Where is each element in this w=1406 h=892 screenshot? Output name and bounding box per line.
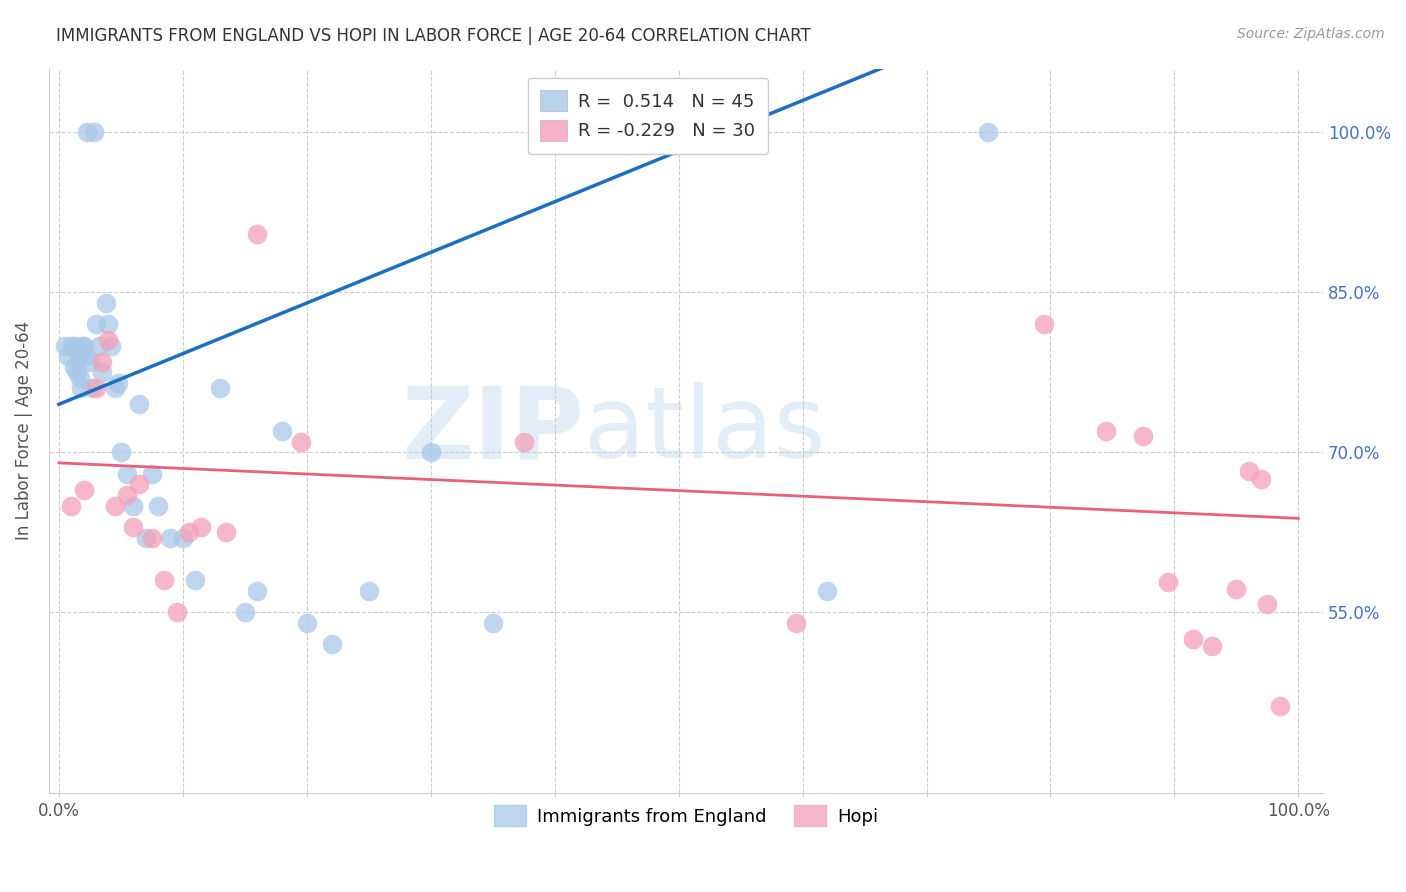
Point bbox=[1132, 429, 1154, 443]
Point bbox=[104, 381, 127, 395]
Point bbox=[91, 354, 114, 368]
Point bbox=[172, 531, 194, 545]
Point bbox=[53, 339, 76, 353]
Point bbox=[128, 477, 150, 491]
Point bbox=[153, 573, 176, 587]
Point bbox=[146, 499, 169, 513]
Point bbox=[177, 525, 200, 540]
Point bbox=[73, 339, 96, 353]
Point bbox=[62, 359, 84, 374]
Point bbox=[1250, 472, 1272, 486]
Point bbox=[69, 370, 91, 384]
Point bbox=[184, 573, 207, 587]
Point bbox=[321, 637, 343, 651]
Point bbox=[84, 381, 107, 395]
Text: ZIP: ZIP bbox=[401, 383, 583, 479]
Point bbox=[785, 615, 807, 630]
Point bbox=[208, 381, 231, 395]
Point bbox=[97, 334, 120, 348]
Point bbox=[72, 339, 94, 353]
Point bbox=[246, 227, 269, 241]
Point bbox=[67, 349, 90, 363]
Point bbox=[815, 583, 838, 598]
Point bbox=[271, 424, 294, 438]
Point bbox=[76, 126, 98, 140]
Point bbox=[215, 525, 238, 540]
Point bbox=[166, 605, 188, 619]
Point bbox=[70, 381, 93, 395]
Point bbox=[295, 615, 318, 630]
Point bbox=[122, 499, 145, 513]
Point bbox=[66, 365, 89, 379]
Point bbox=[75, 349, 97, 363]
Point bbox=[97, 318, 120, 332]
Point bbox=[79, 354, 101, 368]
Point bbox=[60, 499, 83, 513]
Point bbox=[1033, 318, 1056, 332]
Point bbox=[1157, 575, 1180, 590]
Point bbox=[1182, 632, 1205, 646]
Point bbox=[60, 339, 83, 353]
Point bbox=[141, 531, 163, 545]
Point bbox=[159, 531, 181, 545]
Point bbox=[246, 583, 269, 598]
Point bbox=[83, 126, 105, 140]
Text: Source: ZipAtlas.com: Source: ZipAtlas.com bbox=[1237, 27, 1385, 41]
Point bbox=[115, 488, 138, 502]
Point bbox=[1095, 424, 1118, 438]
Point bbox=[357, 583, 380, 598]
Point bbox=[82, 381, 104, 395]
Point bbox=[91, 365, 114, 379]
Point bbox=[190, 520, 212, 534]
Point bbox=[1201, 639, 1223, 653]
Point bbox=[1225, 582, 1247, 596]
Point bbox=[87, 339, 110, 353]
Point bbox=[481, 615, 503, 630]
Point bbox=[977, 126, 1000, 140]
Point bbox=[110, 445, 132, 459]
Point bbox=[115, 467, 138, 481]
Point bbox=[104, 499, 127, 513]
Point bbox=[290, 434, 312, 449]
Point bbox=[63, 339, 86, 353]
Point bbox=[94, 296, 117, 310]
Point bbox=[1256, 597, 1278, 611]
Legend: Immigrants from England, Hopi: Immigrants from England, Hopi bbox=[485, 797, 887, 835]
Point bbox=[135, 531, 157, 545]
Point bbox=[1268, 698, 1291, 713]
Point bbox=[107, 376, 129, 390]
Point bbox=[233, 605, 256, 619]
Point bbox=[73, 483, 96, 497]
Point bbox=[84, 318, 107, 332]
Point bbox=[122, 520, 145, 534]
Point bbox=[419, 445, 441, 459]
Point bbox=[1237, 465, 1260, 479]
Text: atlas: atlas bbox=[583, 383, 825, 479]
Point bbox=[128, 397, 150, 411]
Point bbox=[100, 339, 122, 353]
Text: IMMIGRANTS FROM ENGLAND VS HOPI IN LABOR FORCE | AGE 20-64 CORRELATION CHART: IMMIGRANTS FROM ENGLAND VS HOPI IN LABOR… bbox=[56, 27, 811, 45]
Y-axis label: In Labor Force | Age 20-64: In Labor Force | Age 20-64 bbox=[15, 321, 32, 541]
Point bbox=[512, 434, 534, 449]
Point bbox=[141, 467, 163, 481]
Point bbox=[56, 349, 79, 363]
